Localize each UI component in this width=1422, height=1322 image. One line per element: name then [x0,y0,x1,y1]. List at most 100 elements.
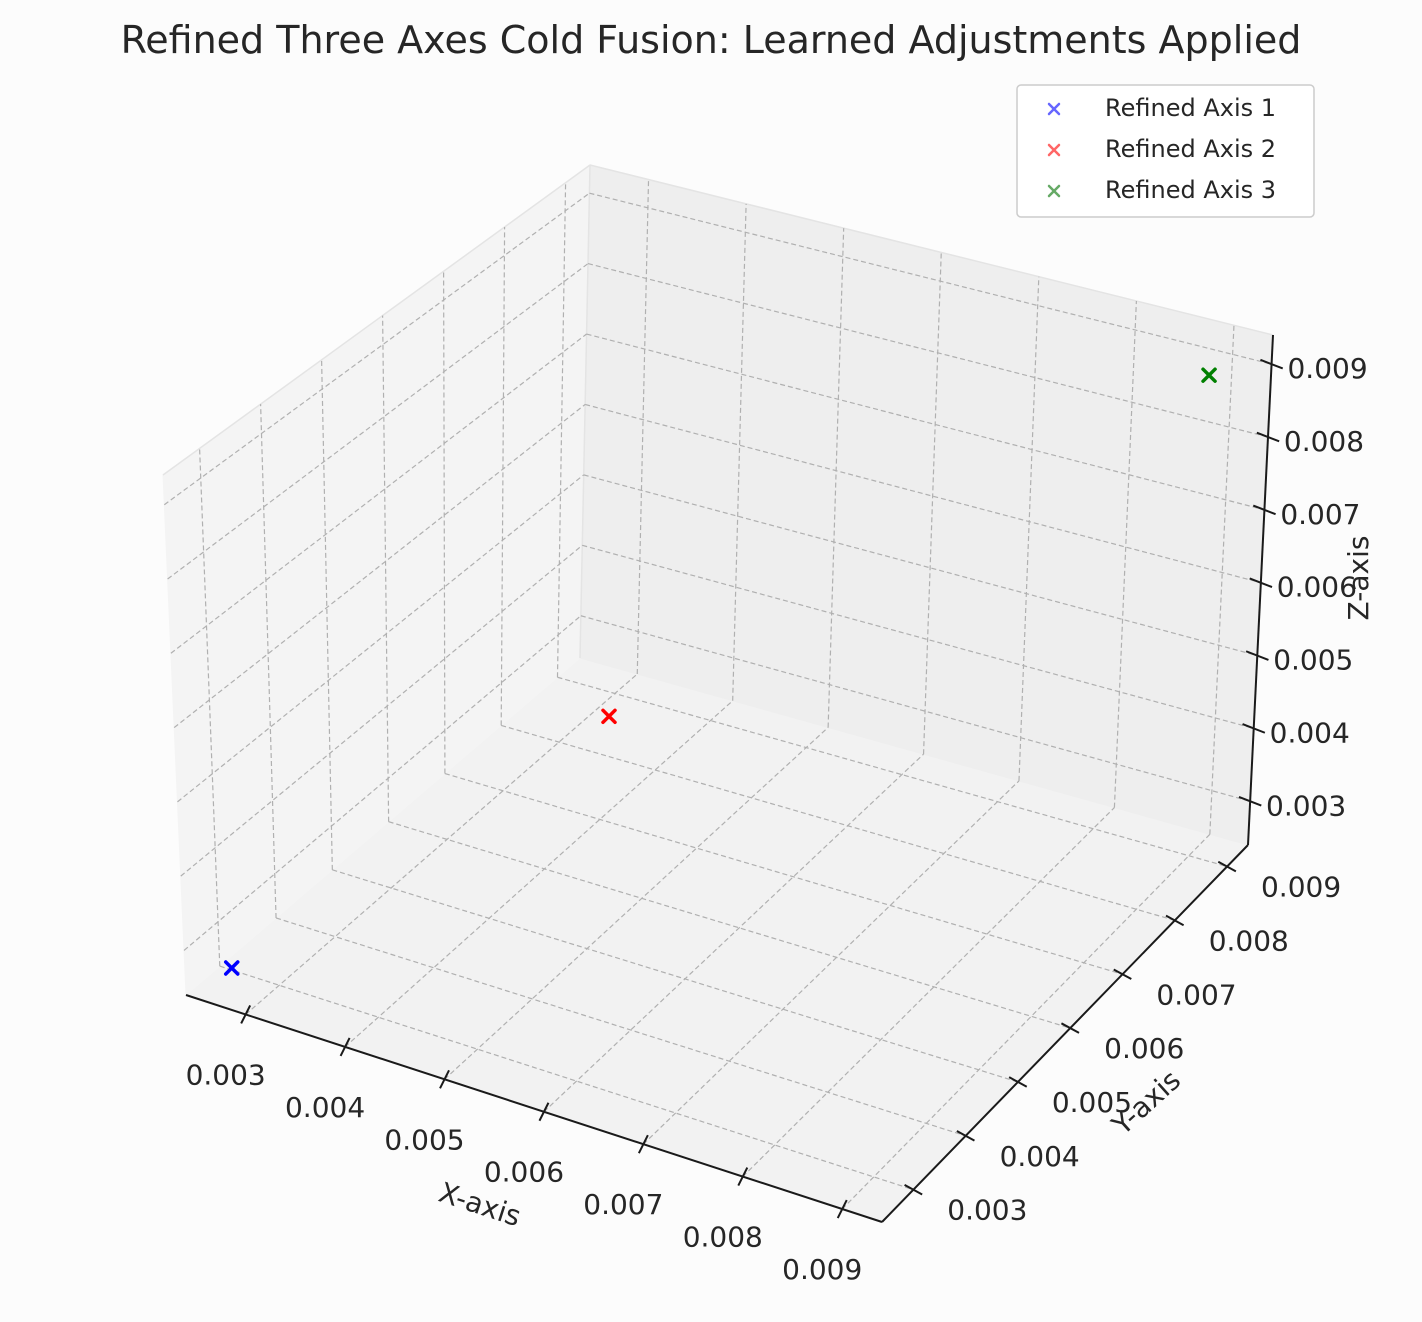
data-point-series-3 [1201,367,1217,383]
grid-line [589,192,1272,365]
y-tick-label: 0.004 [1000,1140,1080,1173]
axis-lines [185,334,1274,1223]
y-tick [1008,1076,1028,1088]
grid-line [636,179,650,675]
x-tick-label: 0.006 [484,1156,564,1189]
z-tick [1256,431,1280,443]
chart-title: Refined Three Axes Cold Fusion: Learned … [121,18,1302,62]
x-axis-line [185,994,883,1223]
z-axis-line [1247,334,1274,846]
legend-marker-2-stroke-b [1047,143,1061,157]
grid-line [501,724,1175,921]
z-tick [1249,577,1273,588]
pane-edge [162,164,591,476]
x-tick [737,1167,749,1187]
z-tick-label: 0.004 [1270,716,1350,749]
grid-line [583,474,1258,657]
x-tick-label: 0.007 [583,1188,663,1221]
grid-line [827,228,845,728]
y-tick [904,1184,923,1196]
z-tick-label: 0.005 [1273,644,1353,677]
grid-line [922,252,942,755]
grid-line [199,448,221,967]
grid-line [183,615,582,951]
grid-line [170,333,587,654]
x-tick-label: 0.008 [683,1221,763,1254]
x-tick [439,1069,450,1089]
data-point-series-3-stroke-b [1201,367,1217,383]
legend-label-1: Refined Axis 1 [1105,94,1276,122]
z-axis-label: Z-axis [1342,536,1375,621]
grid-line [1018,276,1040,781]
grid-line [344,700,734,1048]
y-tick [1217,860,1237,873]
grid-line [321,359,333,870]
grid-line [1113,300,1137,808]
y-tick-label: 0.006 [1104,1032,1184,1065]
grid-line [275,917,966,1137]
legend-marker-3 [1047,184,1061,198]
grid-line [742,807,1115,1178]
data-point-series-1-stroke-b [223,960,240,976]
legend-marker-1-stroke-b [1047,102,1061,116]
z-tick [1252,504,1276,516]
x-tick [339,1037,351,1057]
z-tick [1245,650,1269,661]
x-tick [538,1102,550,1122]
data-points [223,367,1217,976]
x-tick [637,1134,649,1154]
z-tick [1238,796,1262,807]
grid-line [443,271,446,774]
y-tick-label: 0.005 [1052,1086,1132,1119]
y-tick [1165,914,1185,927]
grid-line [557,676,1228,868]
grid-line [177,474,585,803]
y-tick [956,1130,975,1142]
y-tick-label: 0.007 [1156,978,1236,1011]
legend-marker-2 [1047,143,1061,157]
grid-line [388,821,1071,1029]
z-tick-label: 0.006 [1277,571,1357,604]
grid-line [382,315,390,822]
grid-line [586,333,1265,511]
tick-labels: 0.003 0.004 0.005 0.006 0.007 0.008 0.009 0.003… [186,352,1368,1286]
grid-line [584,403,1262,584]
z-tick-label: 0.008 [1284,425,1364,458]
legend-marker-1 [1047,102,1061,116]
grid-line [543,753,924,1113]
grid-line [219,965,914,1191]
x-tick-label: 0.004 [285,1091,365,1124]
grid-line [582,544,1254,730]
grid-line [444,727,829,1080]
legend-marker-3-stroke-b [1047,184,1061,198]
pane-edge [579,164,591,659]
grid-line [260,404,277,918]
z-tick-label: 0.003 [1266,789,1346,822]
grid-line [732,203,747,701]
grid-line [444,772,1123,975]
data-point-series-1 [223,960,240,976]
legend: Refined Axis 1 Refined Axis 2 Refined Axis… [1016,84,1315,218]
y-tick-label: 0.003 [947,1194,1027,1227]
z-tick-label: 0.009 [1287,352,1367,385]
legend-label-3: Refined Axis 3 [1105,176,1276,204]
legend-frame [1016,84,1315,218]
z-tick [1260,358,1284,370]
grid-lines [163,179,1272,1210]
grid-line [180,544,583,877]
legend-label-2: Refined Axis 2 [1105,135,1276,163]
grid-line [500,226,506,726]
grid-line [580,615,1251,802]
data-point-series-2 [601,708,617,725]
z-tick-label: 0.007 [1280,498,1360,531]
x-tick [836,1199,848,1219]
pane-edge [589,164,1274,336]
y-tick [1060,1022,1080,1034]
grid-line [1209,325,1235,835]
y-axis-line [881,844,1249,1223]
grid-line [587,263,1269,438]
grid-line [642,780,1020,1145]
y-tick [1113,968,1132,980]
grid-line [173,403,586,729]
